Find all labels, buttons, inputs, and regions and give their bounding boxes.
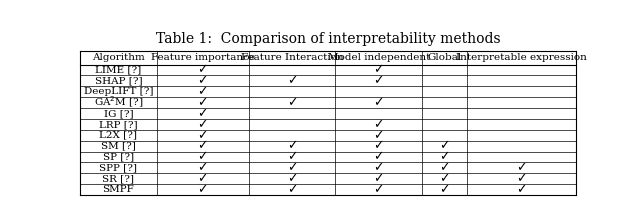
Text: ✓: ✓ bbox=[198, 118, 208, 131]
Text: LRP [?]: LRP [?] bbox=[99, 120, 138, 129]
Text: ✓: ✓ bbox=[439, 172, 450, 185]
Text: ✓: ✓ bbox=[287, 151, 298, 164]
Text: ✓: ✓ bbox=[374, 129, 384, 142]
Text: ✓: ✓ bbox=[198, 74, 208, 87]
Text: ✓: ✓ bbox=[198, 129, 208, 142]
Text: ✓: ✓ bbox=[287, 161, 298, 174]
Text: ✓: ✓ bbox=[198, 85, 208, 98]
Text: ✓: ✓ bbox=[198, 63, 208, 76]
Text: IG [?]: IG [?] bbox=[104, 109, 133, 118]
Text: Model independent: Model independent bbox=[328, 53, 430, 62]
Text: Feature importance: Feature importance bbox=[151, 53, 255, 62]
Text: ✓: ✓ bbox=[287, 183, 298, 196]
Text: ✓: ✓ bbox=[374, 161, 384, 174]
Text: ✓: ✓ bbox=[287, 96, 298, 109]
Text: SM [?]: SM [?] bbox=[101, 142, 136, 151]
Text: ✓: ✓ bbox=[287, 140, 298, 152]
Text: L2X [?]: L2X [?] bbox=[99, 131, 138, 140]
Text: Feature Interaction: Feature Interaction bbox=[241, 53, 343, 62]
Text: Algorithm: Algorithm bbox=[92, 53, 145, 62]
Text: ✓: ✓ bbox=[439, 151, 450, 164]
Text: LIME [?]: LIME [?] bbox=[95, 65, 141, 74]
Text: ✓: ✓ bbox=[287, 74, 298, 87]
Text: ✓: ✓ bbox=[439, 140, 450, 152]
Text: ✓: ✓ bbox=[374, 172, 384, 185]
Text: ✓: ✓ bbox=[198, 172, 208, 185]
Text: ✓: ✓ bbox=[374, 74, 384, 87]
Text: ✓: ✓ bbox=[374, 140, 384, 152]
Text: SP [?]: SP [?] bbox=[103, 152, 134, 162]
Text: SHAP [?]: SHAP [?] bbox=[95, 76, 142, 85]
Text: ✓: ✓ bbox=[516, 172, 527, 185]
Text: SR [?]: SR [?] bbox=[102, 174, 134, 183]
Text: SPP [?]: SPP [?] bbox=[99, 163, 138, 172]
Text: ✓: ✓ bbox=[516, 161, 527, 174]
Text: Table 1:  Comparison of interpretability methods: Table 1: Comparison of interpretability … bbox=[156, 32, 500, 46]
Text: ✓: ✓ bbox=[198, 107, 208, 120]
Text: Interpretable expression: Interpretable expression bbox=[456, 53, 587, 62]
Text: ✓: ✓ bbox=[198, 151, 208, 164]
Text: ✓: ✓ bbox=[198, 96, 208, 109]
Text: SMPF: SMPF bbox=[102, 185, 134, 194]
Text: ✓: ✓ bbox=[198, 161, 208, 174]
Text: ✓: ✓ bbox=[374, 183, 384, 196]
Text: ✓: ✓ bbox=[374, 96, 384, 109]
Text: ✓: ✓ bbox=[198, 183, 208, 196]
Text: ✓: ✓ bbox=[439, 161, 450, 174]
Text: ✓: ✓ bbox=[374, 63, 384, 76]
Text: ✓: ✓ bbox=[439, 183, 450, 196]
Text: ✓: ✓ bbox=[198, 140, 208, 152]
Text: GA$^2$M [?]: GA$^2$M [?] bbox=[93, 95, 143, 110]
Text: Global: Global bbox=[428, 53, 461, 62]
Text: ✓: ✓ bbox=[287, 172, 298, 185]
Text: ✓: ✓ bbox=[374, 118, 384, 131]
Text: ✓: ✓ bbox=[516, 183, 527, 196]
Text: DeepLIFT [?]: DeepLIFT [?] bbox=[84, 87, 153, 96]
Text: ✓: ✓ bbox=[374, 151, 384, 164]
